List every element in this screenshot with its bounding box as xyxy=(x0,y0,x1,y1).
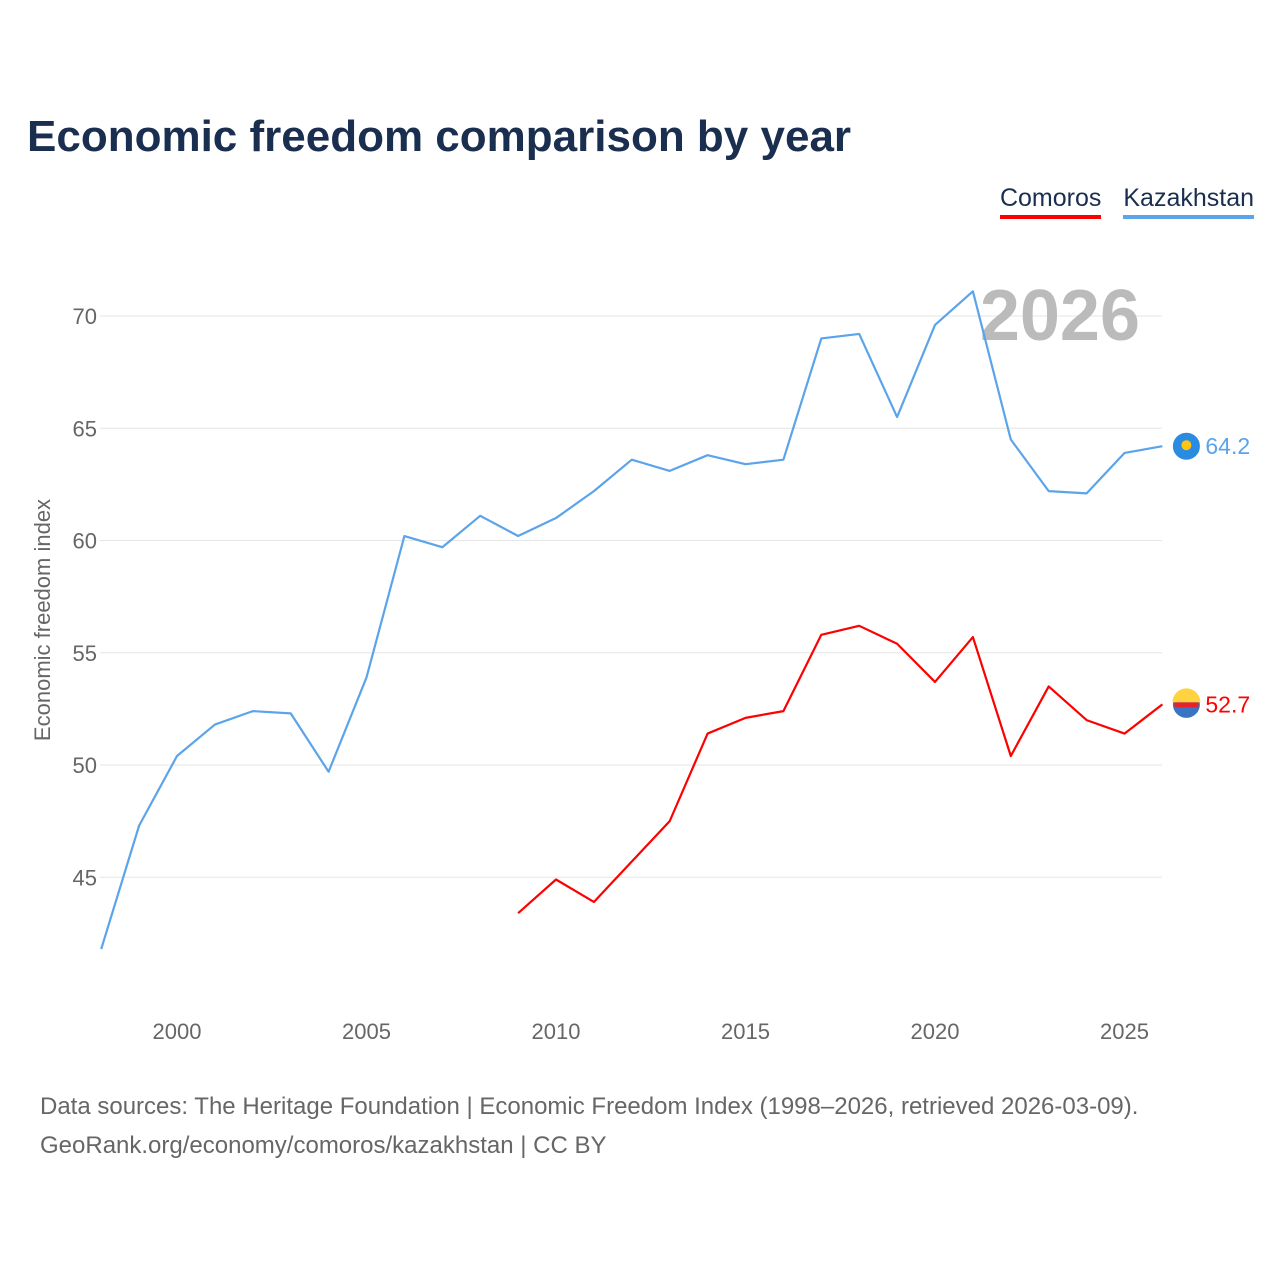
year-watermark: 2026 xyxy=(980,276,1140,356)
x-tick-label: 2005 xyxy=(342,1019,391,1044)
series-line xyxy=(517,624,1164,914)
source-link[interactable]: GeoRank.org/economy/comoros/kazakhstan |… xyxy=(40,1132,607,1159)
footer: Data sources: The Heritage Foundation | … xyxy=(40,1087,1138,1165)
source-text: Data sources: The Heritage Foundation | … xyxy=(40,1093,1139,1120)
series-comoros: 52.7 xyxy=(517,624,1250,914)
legend-comoros[interactable]: Comoros xyxy=(999,184,1102,219)
series-kazakhstan: 64.2 xyxy=(100,290,1250,950)
series-line xyxy=(100,290,1163,950)
y-tick-label: 60 xyxy=(73,529,97,554)
flag-stripe xyxy=(1172,688,1201,703)
legend-kazakhstan[interactable]: Kazakhstan xyxy=(1123,184,1254,219)
x-tick-label: 2020 xyxy=(911,1019,960,1044)
end-value-label: 64.2 xyxy=(1205,433,1250,459)
flag-stripe xyxy=(1174,702,1199,708)
y-tick-label: 65 xyxy=(73,416,97,441)
y-tick-label: 70 xyxy=(73,304,97,329)
y-tick-label: 50 xyxy=(73,753,97,778)
end-value-label: 52.7 xyxy=(1205,691,1250,717)
x-tick-label: 2015 xyxy=(721,1019,770,1044)
x-tick-label: 2025 xyxy=(1100,1019,1149,1044)
y-tick-label: 55 xyxy=(73,641,97,666)
legend: Comoros Kazakhstan xyxy=(999,184,1254,219)
x-tick-label: 2000 xyxy=(153,1019,202,1044)
x-tick-label: 2010 xyxy=(532,1019,581,1044)
chart-title: Economic freedom comparison by year xyxy=(27,112,852,161)
y-tick-label: 45 xyxy=(73,865,97,890)
y-axis-label: Economic freedom index xyxy=(30,499,55,741)
flag-sun xyxy=(1181,440,1192,451)
line-chart: 45 50 55 60 65 70 2000 2005 2010 2015 2020 2025 202… xyxy=(30,276,1250,1044)
